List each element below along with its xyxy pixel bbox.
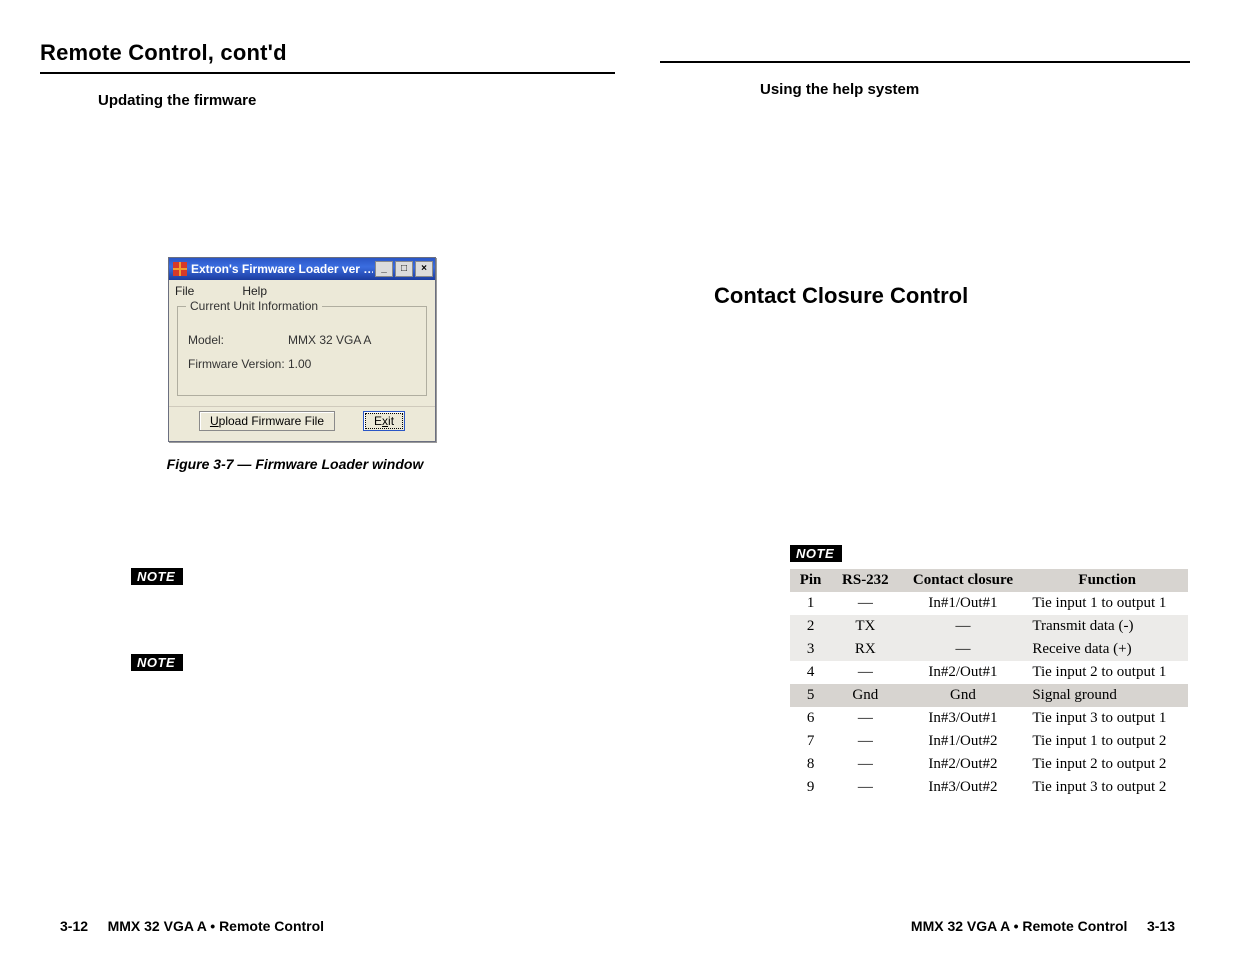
- minimize-button[interactable]: _: [375, 261, 393, 277]
- fwver-label: Firmware Version:: [188, 357, 288, 371]
- cell-function: Tie input 2 to output 1: [1026, 661, 1188, 684]
- note-badge-1: NOTE: [131, 568, 615, 586]
- cell-rs232: —: [831, 592, 899, 615]
- cell-rs232: —: [831, 661, 899, 684]
- maximize-button[interactable]: □: [395, 261, 413, 277]
- cell-contact-closure: —: [900, 638, 1027, 661]
- upload-btn-tail: pload Firmware File: [219, 414, 324, 428]
- fwver-value: 1.00: [288, 357, 311, 371]
- note-label: NOTE: [790, 545, 842, 562]
- note-badge-right: NOTE: [790, 545, 1190, 563]
- table-row: 7—In#1/Out#2Tie input 1 to output 2: [790, 730, 1188, 753]
- cell-pin: 8: [790, 753, 831, 776]
- col-function: Function: [1026, 569, 1188, 592]
- footer-right: MMX 32 VGA A • Remote Control 3-13: [907, 918, 1175, 934]
- footer-left-text: MMX 32 VGA A • Remote Control: [108, 918, 324, 934]
- cell-rs232: —: [831, 730, 899, 753]
- upload-firmware-button[interactable]: Upload Firmware File: [199, 411, 335, 431]
- note-badge-2: NOTE: [131, 654, 615, 672]
- table-row: 2TX—Transmit data (-): [790, 615, 1188, 638]
- unit-info-groupbox: Current Unit Information Model: MMX 32 V…: [177, 306, 427, 396]
- cell-contact-closure: In#2/Out#2: [900, 753, 1027, 776]
- cell-rs232: Gnd: [831, 684, 899, 707]
- cell-contact-closure: Gnd: [900, 684, 1027, 707]
- cell-contact-closure: In#1/Out#1: [900, 592, 1027, 615]
- subheading-updating-firmware: Updating the firmware: [98, 92, 615, 109]
- cell-pin: 3: [790, 638, 831, 661]
- col-rs232: RS-232: [831, 569, 899, 592]
- cell-function: Transmit data (-): [1026, 615, 1188, 638]
- cell-function: Receive data (+): [1026, 638, 1188, 661]
- cell-rs232: RX: [831, 638, 899, 661]
- footer-left: 3-12 MMX 32 VGA A • Remote Control: [60, 918, 328, 934]
- button-row: Upload Firmware File Exit: [169, 406, 435, 441]
- window-titlebar: Extron's Firmware Loader ver … _ □ ×: [169, 258, 435, 280]
- cell-pin: 1: [790, 592, 831, 615]
- table-header-row: Pin RS-232 Contact closure Function: [790, 569, 1188, 592]
- table-row: 1—In#1/Out#1Tie input 1 to output 1: [790, 592, 1188, 615]
- cell-rs232: —: [831, 776, 899, 799]
- contact-closure-heading: Contact Closure Control: [714, 283, 1190, 309]
- cell-function: Signal ground: [1026, 684, 1188, 707]
- exit-button[interactable]: Exit: [363, 411, 405, 431]
- cell-rs232: —: [831, 707, 899, 730]
- footer-right-page: 3-13: [1147, 918, 1175, 934]
- model-row: Model: MMX 32 VGA A: [188, 333, 416, 347]
- table-row: 5GndGndSignal ground: [790, 684, 1188, 707]
- menu-help[interactable]: Help: [242, 284, 267, 298]
- cell-contact-closure: In#1/Out#2: [900, 730, 1027, 753]
- figure-caption: Figure 3-7 — Firmware Loader window: [110, 456, 480, 472]
- cell-pin: 5: [790, 684, 831, 707]
- cell-pin: 9: [790, 776, 831, 799]
- close-button[interactable]: ×: [415, 261, 433, 277]
- col-contact-closure: Contact closure: [900, 569, 1027, 592]
- top-rule: [660, 40, 1190, 63]
- cell-function: Tie input 2 to output 2: [1026, 753, 1188, 776]
- table-row: 9—In#3/Out#2Tie input 3 to output 2: [790, 776, 1188, 799]
- footer-left-page: 3-12: [60, 918, 88, 934]
- footer-right-text: MMX 32 VGA A • Remote Control: [911, 918, 1127, 934]
- table-row: 3RX—Receive data (+): [790, 638, 1188, 661]
- cell-function: Tie input 1 to output 2: [1026, 730, 1188, 753]
- cell-rs232: —: [831, 753, 899, 776]
- table-row: 4—In#2/Out#1Tie input 2 to output 1: [790, 661, 1188, 684]
- cell-contact-closure: In#3/Out#1: [900, 707, 1027, 730]
- cell-function: Tie input 1 to output 1: [1026, 592, 1188, 615]
- cell-pin: 7: [790, 730, 831, 753]
- cell-pin: 4: [790, 661, 831, 684]
- subheading-help-system: Using the help system: [760, 81, 1190, 98]
- window-title: Extron's Firmware Loader ver …: [191, 262, 373, 276]
- app-icon: [173, 262, 187, 276]
- cell-function: Tie input 3 to output 2: [1026, 776, 1188, 799]
- pin-table: Pin RS-232 Contact closure Function 1—In…: [790, 569, 1188, 799]
- note-label: NOTE: [131, 654, 183, 671]
- cell-rs232: TX: [831, 615, 899, 638]
- col-pin: Pin: [790, 569, 831, 592]
- groupbox-label: Current Unit Information: [186, 299, 322, 313]
- fwver-row: Firmware Version: 1.00: [188, 357, 416, 371]
- cell-pin: 2: [790, 615, 831, 638]
- cell-contact-closure: In#2/Out#1: [900, 661, 1027, 684]
- table-row: 8—In#2/Out#2Tie input 2 to output 2: [790, 753, 1188, 776]
- firmware-loader-window: Extron's Firmware Loader ver … _ □ × Fil…: [168, 257, 436, 442]
- section-title: Remote Control, cont'd: [40, 40, 615, 74]
- model-label: Model:: [188, 333, 288, 347]
- right-page: Using the help system Contact Closure Co…: [660, 40, 1190, 799]
- cell-pin: 6: [790, 707, 831, 730]
- cell-contact-closure: In#3/Out#2: [900, 776, 1027, 799]
- menu-file[interactable]: File: [175, 284, 194, 298]
- cell-contact-closure: —: [900, 615, 1027, 638]
- note-label: NOTE: [131, 568, 183, 585]
- left-page: Remote Control, cont'd Updating the firm…: [40, 40, 615, 672]
- table-row: 6—In#3/Out#1Tie input 3 to output 1: [790, 707, 1188, 730]
- model-value: MMX 32 VGA A: [288, 333, 371, 347]
- cell-function: Tie input 3 to output 1: [1026, 707, 1188, 730]
